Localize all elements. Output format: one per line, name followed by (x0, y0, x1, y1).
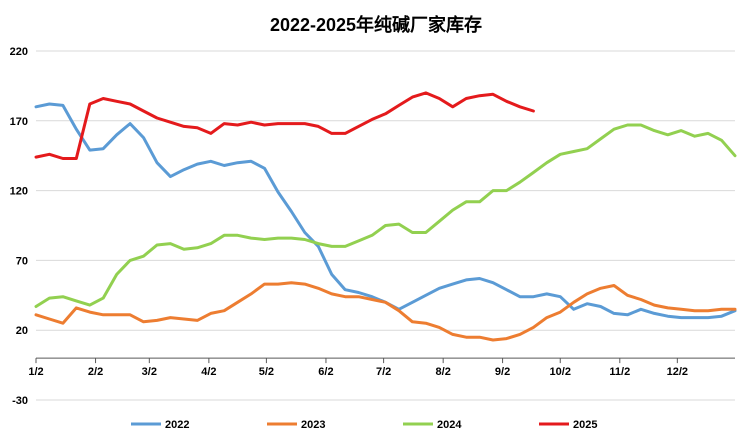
legend-label-2023: 2023 (301, 419, 325, 431)
x-tick-label: 5/2 (259, 366, 274, 378)
series-line-2025 (34, 91, 535, 160)
axes: -30 20 70 120 170 220 1/2 2/2 3/2 4/2 5/2 6/2 7/2 8/2… (10, 46, 735, 407)
x-tick-label: 10/2 (550, 366, 571, 378)
y-tick-label: -30 (12, 395, 28, 407)
legend-label-2024: 2024 (437, 419, 462, 431)
series-line-2024 (34, 123, 737, 308)
x-tick-label: 2/2 (88, 366, 103, 378)
series-line-2022 (34, 102, 737, 320)
series-line-2023 (34, 281, 737, 342)
x-tick-label: 6/2 (318, 366, 333, 378)
chart-title: 2022-2025年纯碱厂家库存 (270, 14, 482, 35)
x-tick-label: 3/2 (142, 366, 157, 378)
x-tick-label: 4/2 (201, 366, 216, 378)
series-lines (34, 91, 737, 342)
legend-label-2022: 2022 (165, 419, 189, 431)
x-tick-label: 1/2 (28, 366, 43, 378)
gridlines (36, 50, 735, 401)
y-tick-label: 170 (10, 116, 28, 128)
x-tick-label: 11/2 (609, 366, 630, 378)
x-tick-label: 9/2 (495, 366, 510, 378)
legend-label-2025: 2025 (573, 419, 597, 431)
y-tick-label: 120 (10, 186, 28, 198)
x-tick-label: 7/2 (376, 366, 391, 378)
legend: 2022 2023 2024 2025 (131, 419, 597, 431)
x-tick-label: 12/2 (667, 366, 688, 378)
x-tick-label: 8/2 (436, 366, 451, 378)
y-tick-label: 20 (16, 325, 28, 337)
y-tick-label: 220 (10, 46, 28, 58)
y-tick-label: 70 (16, 255, 28, 267)
